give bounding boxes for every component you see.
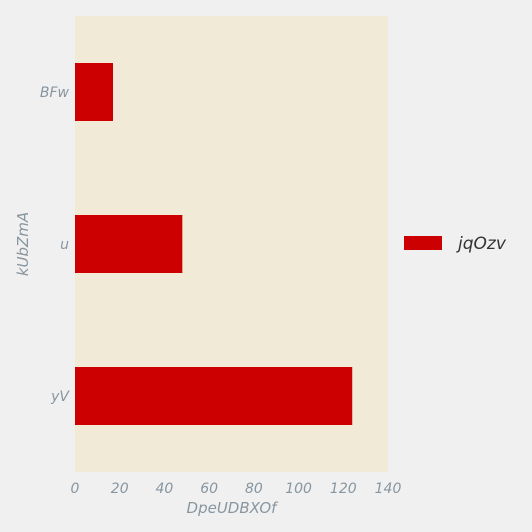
x-axis-title: DpeUDBXOf	[187, 499, 280, 517]
x-tick-label: 140	[375, 481, 402, 497]
x-tick-labels: 0 20 40 60 80 100 120 140	[71, 481, 402, 497]
x-tick-label: 80	[245, 481, 263, 497]
bar-u	[75, 215, 183, 273]
y-axis-title: kUbZmA	[14, 212, 32, 276]
legend: jqOzv	[404, 234, 507, 254]
bar-yV	[75, 367, 353, 425]
x-tick-label: 40	[156, 481, 174, 497]
bars-layer	[75, 63, 353, 425]
y-tick-label: BFw	[40, 85, 70, 101]
y-tick-label: u	[60, 237, 69, 253]
x-tick-label: 20	[111, 481, 129, 497]
bar-BFw	[75, 63, 114, 121]
x-tick-label: 120	[330, 481, 357, 497]
x-tick-label: 0	[71, 481, 80, 497]
y-tick-label: yV	[50, 389, 70, 405]
legend-swatch	[404, 236, 442, 250]
legend-label: jqOzv	[456, 234, 507, 254]
x-tick-label: 60	[200, 481, 218, 497]
x-tick-label: 100	[285, 481, 312, 497]
y-tick-labels: BFw u yV	[40, 85, 71, 405]
